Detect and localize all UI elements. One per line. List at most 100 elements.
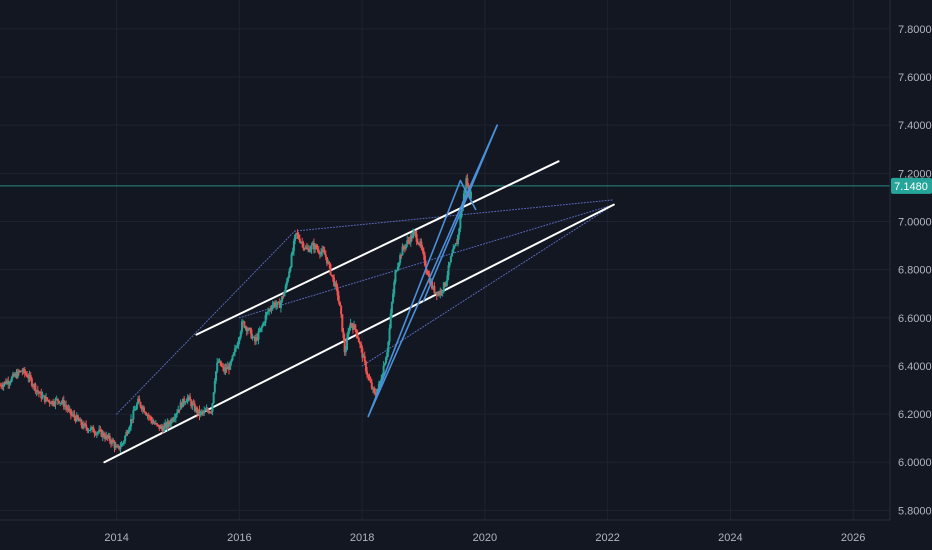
candle-body	[89, 427, 92, 431]
candle-body	[186, 397, 189, 401]
candle-body	[101, 432, 104, 437]
time-axis[interactable]: 2014 2016 2018 2020 2022 2024 2026	[104, 532, 865, 544]
candle-body	[106, 435, 109, 438]
candle-body	[291, 251, 294, 255]
candle-body	[165, 423, 168, 428]
price-axis[interactable]: 5.8000 6.0000 6.2000 6.4000 6.6000 6.8000 7.00…	[898, 24, 932, 517]
candle-body	[74, 417, 77, 422]
candle-body	[204, 410, 207, 412]
candle-body	[285, 281, 288, 286]
candle-body	[441, 290, 444, 293]
price-tick-label: 6.4000	[898, 361, 932, 373]
candle-body	[447, 265, 450, 276]
candle-body	[0, 385, 3, 387]
candle-body	[448, 262, 451, 266]
candle-body	[220, 365, 223, 367]
candle-body	[194, 407, 197, 411]
candle-body	[88, 430, 91, 432]
candle-body	[28, 375, 31, 379]
dotted-trendline[interactable]	[361, 204, 615, 367]
candle-body	[371, 387, 374, 389]
candle-body	[420, 241, 423, 248]
dotted-trendline[interactable]	[116, 230, 296, 415]
candle-body	[277, 301, 280, 303]
candle-body	[383, 363, 386, 366]
candle-body	[456, 234, 459, 245]
candle-body	[134, 408, 137, 411]
dotted-trendline[interactable]	[238, 204, 615, 319]
candle-body	[446, 275, 449, 282]
candle-body	[343, 337, 346, 353]
candle-body	[95, 432, 98, 435]
candle-body	[282, 296, 285, 298]
candle-body	[85, 424, 88, 429]
candle-body	[48, 400, 51, 403]
candle-body	[346, 337, 349, 350]
candle-body	[16, 370, 19, 378]
candle-body	[36, 390, 39, 392]
candle-body	[274, 302, 277, 307]
candle-body	[30, 378, 33, 386]
candle-body	[299, 242, 302, 244]
candle-body	[327, 262, 330, 264]
candle-body	[218, 360, 221, 362]
candle-body	[322, 249, 325, 252]
candle-body	[238, 337, 241, 341]
candle-body	[200, 411, 203, 413]
candle-body	[22, 369, 25, 373]
candle-body	[265, 312, 268, 316]
candle-body	[350, 323, 353, 326]
candle-body	[96, 432, 99, 434]
candle-body	[125, 432, 128, 436]
candle-body	[10, 377, 13, 382]
candle-body	[143, 407, 146, 412]
price-tick-label: 6.0000	[898, 457, 932, 469]
candle-body	[132, 410, 135, 420]
candle-body	[459, 216, 462, 229]
candle-body	[91, 426, 94, 428]
candle-body	[283, 291, 286, 297]
candle-body	[423, 255, 426, 266]
channel-upper-line[interactable]	[195, 160, 560, 336]
wedge-line[interactable]	[367, 179, 462, 418]
candle-body	[250, 329, 253, 339]
time-tick-label: 2018	[350, 532, 374, 544]
candle-body	[227, 366, 230, 370]
wedge-line[interactable]	[459, 179, 477, 211]
candle-body	[124, 435, 127, 442]
candle-body	[114, 446, 117, 448]
candle-body	[445, 281, 448, 287]
candle-body	[68, 408, 71, 410]
candle-body	[325, 256, 328, 264]
candle-body	[222, 366, 225, 368]
wedge-line[interactable]	[422, 124, 498, 302]
candle-body	[55, 398, 58, 400]
candle-body	[224, 367, 227, 372]
candle-body	[198, 409, 201, 416]
candle-body	[219, 360, 222, 366]
candle-body	[248, 328, 251, 331]
price-tick-label: 6.8000	[898, 265, 932, 277]
wedge-line[interactable]	[367, 124, 498, 418]
time-tick-label: 2024	[718, 532, 742, 544]
candle-body	[386, 352, 389, 358]
candle-body	[347, 331, 350, 338]
candle-body	[53, 404, 56, 406]
candle-body	[215, 371, 218, 381]
candle-body	[412, 232, 415, 239]
candle-body	[399, 255, 402, 263]
candle-body	[128, 426, 131, 431]
candle-body	[80, 419, 83, 426]
candle-body	[233, 348, 236, 353]
dotted-trendline[interactable]	[294, 199, 615, 232]
candle-body	[159, 426, 162, 429]
candle-body	[181, 398, 184, 408]
candle-body	[212, 392, 215, 404]
candle-body	[427, 274, 430, 276]
candle-body	[172, 419, 175, 422]
channel-lower-line[interactable]	[103, 203, 615, 464]
candle-body	[367, 375, 370, 378]
candle-body	[189, 396, 192, 401]
candle-body	[460, 211, 463, 217]
candle-body	[336, 287, 339, 296]
